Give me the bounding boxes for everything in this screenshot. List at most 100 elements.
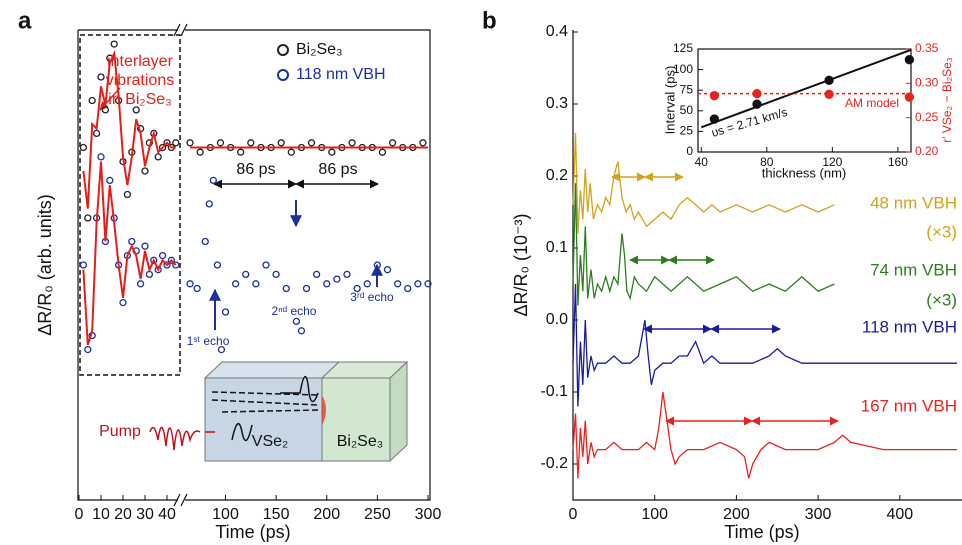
- y2-tick-label: 0.25: [915, 110, 939, 124]
- y-tick-label: 0.0: [546, 311, 568, 328]
- series-line: [82, 161, 177, 346]
- data-point: [237, 148, 245, 156]
- schematic: [149, 360, 409, 463]
- data-point: [145, 270, 154, 279]
- series-label: 48 nm VBH: [870, 193, 957, 212]
- series-line: [572, 132, 835, 234]
- data-point: [209, 176, 218, 185]
- data-point: [205, 200, 213, 208]
- data-point: [88, 96, 96, 105]
- x-tick-label: 0: [75, 506, 84, 523]
- data-point: [388, 139, 397, 147]
- y-tick-label: 100: [673, 62, 693, 76]
- data-point: [333, 275, 341, 283]
- data-point: [97, 73, 105, 81]
- y-tick-label: 0.2: [546, 167, 568, 184]
- x-tick-label: 30: [136, 506, 154, 523]
- x-tick-label: 100: [212, 506, 239, 523]
- x-tick-label: 300: [415, 506, 442, 523]
- x-tick-label: 40: [695, 155, 709, 169]
- x-tick-label: 100: [641, 506, 668, 523]
- data-point: [373, 261, 382, 269]
- annotation: VSe₂: [252, 433, 288, 450]
- annotation: Pump: [99, 423, 141, 440]
- y2-axis-label: r′ VSe₂ − Bi₂Se₃: [940, 57, 954, 143]
- series-note: (×3): [926, 290, 957, 309]
- data-point: [172, 139, 180, 147]
- data-point: [272, 270, 280, 279]
- data-point: [297, 327, 306, 335]
- legend-label: Bi₂Se₃: [296, 41, 343, 58]
- x-tick-label: 10: [92, 506, 110, 523]
- x-axis-label: Time (ps): [215, 522, 290, 542]
- data-point: [172, 261, 180, 269]
- data-point: [158, 251, 167, 260]
- data-point: [414, 280, 422, 288]
- data-point: [221, 308, 230, 316]
- data-point: [132, 106, 140, 114]
- data-point: [217, 345, 226, 354]
- data-point: [84, 214, 92, 222]
- data-point: [323, 280, 331, 288]
- x-tick-label: 250: [364, 506, 391, 523]
- data-point: [128, 237, 136, 246]
- series-line: [572, 391, 957, 479]
- data-point: [186, 280, 194, 288]
- data-point: [404, 284, 412, 293]
- data-point: [141, 167, 149, 175]
- data-point: [119, 298, 127, 307]
- data-point: [136, 280, 145, 288]
- data-point: [154, 153, 162, 161]
- y-tick-label: 25: [680, 124, 694, 138]
- annotation: 2ⁿᵈ echo: [272, 304, 317, 318]
- data-point: [231, 280, 240, 288]
- data-point: [419, 139, 427, 147]
- x-tick-label: 40: [158, 506, 176, 523]
- x-tick-label: 200: [313, 506, 340, 523]
- y2-tick-label: 0.20: [915, 144, 939, 158]
- data-point: [393, 280, 402, 288]
- series-line: [572, 183, 835, 306]
- data-point: [110, 40, 118, 48]
- data-point: [123, 190, 132, 199]
- x-tick-label: 80: [760, 155, 774, 169]
- series-line: [700, 48, 912, 129]
- data-point: [383, 266, 392, 274]
- series-line: [82, 49, 428, 209]
- panel-label: b: [482, 7, 497, 34]
- data-point: [348, 139, 356, 147]
- data-point: [277, 139, 285, 147]
- inset-frame: [697, 48, 912, 153]
- annotation: 1ˢᵗ echo: [187, 334, 230, 348]
- data-point: [378, 148, 387, 156]
- data-point: [353, 284, 361, 293]
- series-note: (×3): [926, 222, 957, 241]
- data-point: [158, 143, 167, 152]
- annotation: 86 ps: [236, 161, 275, 178]
- annotation: Bi₂Se₃: [337, 433, 384, 450]
- data-point: [242, 270, 250, 279]
- y-tick-label: -0.1: [540, 383, 568, 400]
- panel-label: a: [18, 7, 32, 34]
- annotation: interlayer: [107, 53, 173, 70]
- data-point: [84, 345, 92, 354]
- data-point: [106, 176, 114, 185]
- series-label: 74 nm VBH: [870, 260, 957, 279]
- y-tick-label: 75: [680, 82, 694, 96]
- y2-tick-label: 0.35: [915, 41, 939, 55]
- y-tick-label: 125: [673, 41, 693, 55]
- data-point: [186, 139, 194, 147]
- data-point: [193, 284, 201, 293]
- y-axis-label: ΔR/R₀ (arb. units): [35, 194, 55, 336]
- y-tick-label: 0.4: [546, 23, 568, 40]
- y-tick-label: 0: [686, 144, 693, 158]
- series-label: 167 nm VBH: [861, 396, 957, 415]
- y-axis-label: ΔR/R₀ (10⁻³): [511, 214, 531, 317]
- data-point: [292, 317, 301, 326]
- arrow: [99, 87, 121, 111]
- annotation: 86 ps: [318, 161, 357, 178]
- y-tick-label: 50: [680, 103, 694, 117]
- data-point: [163, 261, 171, 269]
- data-point: [343, 270, 351, 279]
- data-point: [247, 139, 255, 147]
